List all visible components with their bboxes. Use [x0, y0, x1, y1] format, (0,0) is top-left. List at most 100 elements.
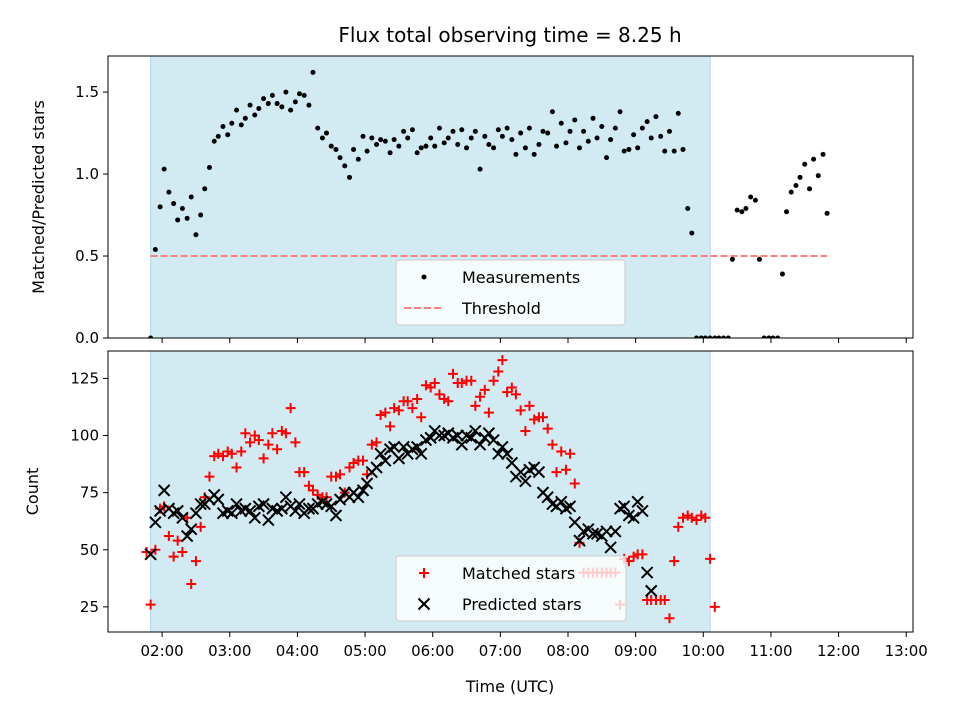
data-point [248, 511, 262, 524]
series-predicted-stars [144, 424, 658, 598]
data-point [558, 120, 564, 126]
data-point [542, 423, 553, 434]
data-point [694, 335, 700, 338]
data-point [604, 155, 610, 161]
legend-box [395, 555, 627, 622]
data-point [743, 205, 749, 211]
data-point [366, 439, 377, 450]
data-point [700, 512, 711, 523]
data-point [631, 132, 637, 138]
data-point [479, 384, 490, 395]
chart-title: Flux total observing time = 8.25 h [338, 23, 681, 47]
data-point [319, 135, 325, 141]
data-point [547, 439, 558, 450]
data-point [784, 209, 789, 215]
data-point [669, 556, 680, 567]
data-point [157, 204, 163, 210]
data-point [477, 166, 483, 172]
data-point [658, 133, 664, 139]
data-point [500, 447, 514, 461]
data-point [213, 448, 224, 459]
data-point [385, 421, 396, 432]
data-point [470, 400, 481, 411]
data-point [396, 143, 402, 149]
data-point [549, 109, 555, 115]
data-point [206, 164, 212, 170]
data-point [540, 128, 546, 134]
data-point [172, 535, 183, 546]
data-point [504, 125, 510, 131]
data-point [441, 140, 447, 146]
data-point [405, 135, 411, 141]
data-point [519, 475, 532, 488]
data-point [261, 96, 267, 102]
data-point [432, 143, 438, 149]
data-point [689, 230, 695, 236]
data-point [475, 391, 486, 402]
data-point [337, 155, 343, 161]
data-point [274, 101, 280, 107]
legend: Matched stars Predicted stars [395, 555, 627, 622]
data-point [698, 335, 704, 338]
legend-marker [419, 568, 429, 578]
data-point [218, 451, 228, 462]
data-point [465, 431, 478, 445]
data-point [793, 183, 799, 189]
data-point [328, 143, 334, 149]
data-point [648, 135, 654, 141]
data-point [356, 484, 370, 497]
data-point [560, 464, 571, 475]
data-point [739, 209, 745, 215]
data-point [369, 135, 375, 141]
x-tick-label: 08:00 [546, 642, 589, 660]
data-point [387, 150, 393, 156]
data-point [569, 478, 580, 489]
data-point [293, 497, 306, 511]
data-point [526, 125, 532, 131]
data-point [705, 553, 716, 564]
data-point [488, 375, 499, 386]
data-point [493, 366, 504, 377]
data-point [299, 467, 310, 478]
x-axis-label: Time (UTC) [465, 677, 554, 696]
data-point [707, 335, 713, 338]
data-point [513, 151, 519, 157]
x-tick-label: 07:00 [479, 642, 522, 660]
data-point [245, 437, 256, 448]
data-point [211, 138, 217, 144]
data-point [179, 205, 185, 211]
data-point [391, 137, 397, 143]
data-point [302, 502, 316, 515]
data-point [258, 453, 269, 464]
data-point [637, 549, 648, 560]
data-point [204, 471, 215, 482]
data-point [229, 120, 235, 126]
data-point [180, 529, 194, 543]
x-tick-label: 13:00 [885, 642, 928, 660]
x-tick-label: 09:00 [614, 642, 657, 660]
axes-frame [107, 350, 914, 633]
data-point [572, 117, 578, 123]
data-point [184, 522, 198, 536]
data-point [824, 210, 830, 216]
data-point [193, 232, 199, 238]
data-point [402, 396, 413, 407]
data-point [358, 455, 369, 466]
data-point [482, 427, 496, 440]
data-point [335, 469, 346, 480]
data-point [612, 125, 618, 131]
data-point [556, 446, 567, 457]
data-point [617, 109, 623, 115]
data-point [269, 92, 275, 98]
data-point [644, 119, 650, 125]
data-point [401, 128, 407, 134]
data-point [267, 428, 278, 439]
data-point [234, 107, 240, 113]
data-point [631, 495, 644, 508]
data-point [226, 448, 237, 459]
data-point [820, 151, 826, 157]
data-point [635, 145, 641, 151]
data-point [815, 173, 821, 179]
data-point [770, 335, 776, 338]
